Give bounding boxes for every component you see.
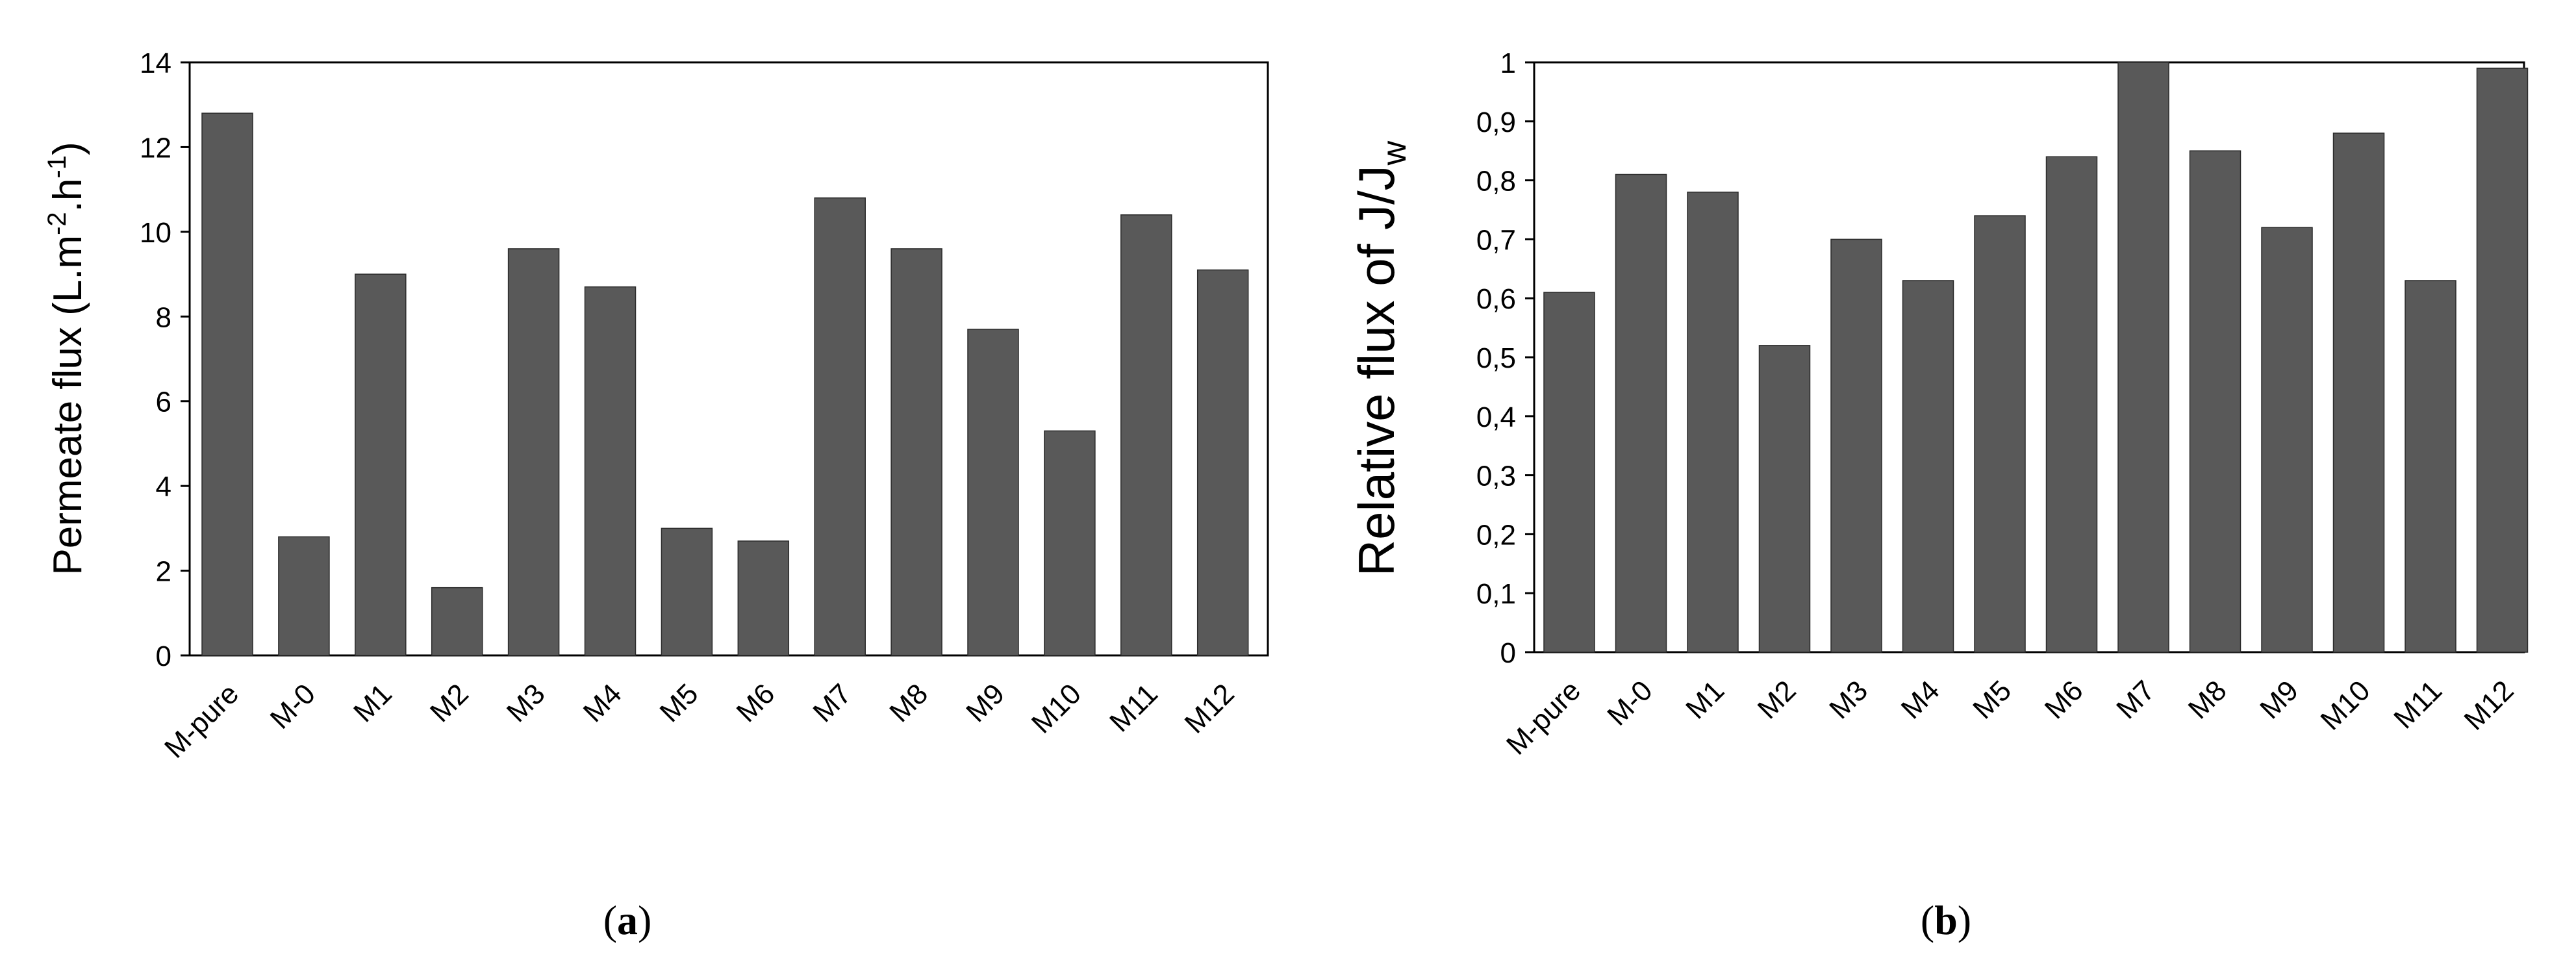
bar-M5: [661, 527, 713, 656]
y-tick-label: 14: [140, 47, 171, 79]
x-tick-label: M11: [2388, 674, 2448, 735]
chart-b-bars: [1543, 62, 2529, 653]
y-tick-label: 8: [156, 301, 171, 333]
bar-M11: [1120, 214, 1172, 656]
chart-a-x-ticks: M-pure M-0 M1 M2 M3 M4 M5 M6 M7 M8 M9 M10 M11 M12: [158, 677, 1241, 764]
bar-M10: [1044, 430, 1096, 656]
x-tick-label: M2: [1752, 674, 1802, 725]
bar-M-0: [1615, 173, 1667, 653]
chart-a-caption: (a): [603, 897, 652, 943]
x-tick-label: M7: [2110, 674, 2161, 725]
y-tick-label: 0,7: [1476, 224, 1516, 256]
x-tick-label: M4: [1895, 674, 1946, 725]
y-tick-label: 0,4: [1476, 401, 1516, 433]
y-tick-label: 0,5: [1476, 342, 1516, 374]
chart-b-y-axis-label: Relative flux of J/Jw: [1348, 140, 1413, 576]
y-tick-label: 0: [156, 640, 171, 672]
chart-b: 00,10,20,30,40,50,60,70,80,91 M-pure M-0 M…: [1348, 47, 2529, 943]
bar-M12: [2476, 68, 2529, 653]
bar-M7: [2117, 62, 2169, 653]
chart-b-x-ticks: M-pure M-0 M1 M2 M3 M4 M5 M6 M7 M8 M9 M10 M11 M12: [1500, 674, 2520, 761]
bar-M6: [2045, 156, 2098, 653]
bar-M9: [967, 329, 1019, 656]
bar-M2: [1758, 345, 1811, 653]
bar-M12: [1196, 269, 1249, 656]
y-tick-label: 0,1: [1476, 578, 1516, 610]
bar-M9: [2261, 227, 2313, 653]
chart-b-y-ticks: 0 0,1 0,2 0,3 0,4 0,5 0,6 0,7 0,8 0,9 1: [1476, 47, 1534, 669]
x-tick-label: M-pure: [1500, 674, 1587, 761]
x-tick-label: M3: [1823, 674, 1874, 725]
x-tick-label: M7: [807, 677, 857, 728]
chart-a-plot-frame: [188, 61, 1269, 657]
x-tick-label: M5: [1967, 674, 2017, 725]
bar-M7: [814, 197, 866, 656]
y-tick-label: 0: [1500, 637, 1516, 669]
bar-M1: [355, 273, 407, 656]
bar-M3: [1830, 238, 1882, 653]
x-tick-label: M5: [654, 677, 705, 728]
y-tick-label: 0,8: [1476, 166, 1516, 197]
bar-M11: [2405, 280, 2456, 653]
chart-a-bars: [201, 112, 1249, 656]
x-tick-label: M12: [1179, 677, 1241, 739]
x-tick-label: M-0: [1601, 674, 1658, 731]
y-tick-label: 0,2: [1476, 519, 1516, 551]
y-tick-label: 0,6: [1476, 283, 1516, 315]
bar-M10: [2332, 133, 2385, 653]
x-tick-label: M-pure: [158, 677, 245, 764]
x-tick-label: M10: [2314, 674, 2376, 736]
bar-M2: [431, 587, 483, 656]
x-tick-label: M10: [1026, 677, 1087, 739]
x-tick-label: M3: [501, 677, 551, 728]
bar-M-0: [278, 536, 330, 656]
x-tick-label: M9: [960, 677, 1011, 728]
x-tick-label: M-0: [264, 677, 322, 735]
y-tick-label: 0,3: [1476, 461, 1516, 492]
bar-M4: [1902, 280, 1954, 653]
x-tick-label: M8: [883, 677, 934, 728]
bar-M-pure: [1543, 292, 1595, 653]
x-tick-label: M12: [2458, 674, 2519, 736]
bar-M3: [507, 248, 560, 656]
chart-a-y-ticks: 0 2 4 6 8 10 12 14: [140, 47, 190, 672]
bar-M8: [2189, 150, 2241, 653]
bar-M4: [584, 286, 637, 656]
y-tick-label: 1: [1500, 47, 1516, 79]
bar-M1: [1687, 192, 1739, 653]
bar-M8: [890, 248, 942, 656]
bar-M5: [1974, 215, 2026, 653]
y-tick-label: 10: [140, 217, 171, 249]
chart-b-caption: (b): [1921, 897, 1971, 943]
bar-M-pure: [201, 112, 253, 656]
x-tick-label: M2: [424, 677, 475, 728]
x-tick-label: M11: [1104, 677, 1164, 738]
y-tick-label: 12: [140, 132, 171, 164]
x-tick-label: M6: [731, 677, 781, 728]
x-tick-label: M8: [2182, 674, 2233, 725]
y-tick-label: 2: [156, 556, 171, 588]
x-tick-label: M4: [577, 677, 628, 728]
x-tick-label: M1: [1680, 674, 1730, 725]
y-tick-label: 0,9: [1476, 107, 1516, 138]
x-tick-label: M9: [2254, 674, 2305, 725]
chart-a-y-axis-label: Permeate flux (L.m-2.h-1): [43, 142, 90, 575]
x-tick-label: M6: [2039, 674, 2090, 725]
y-tick-label: 6: [156, 386, 171, 418]
y-tick-label: 4: [156, 471, 171, 503]
x-tick-label: M1: [347, 677, 398, 728]
bar-M6: [737, 540, 790, 656]
